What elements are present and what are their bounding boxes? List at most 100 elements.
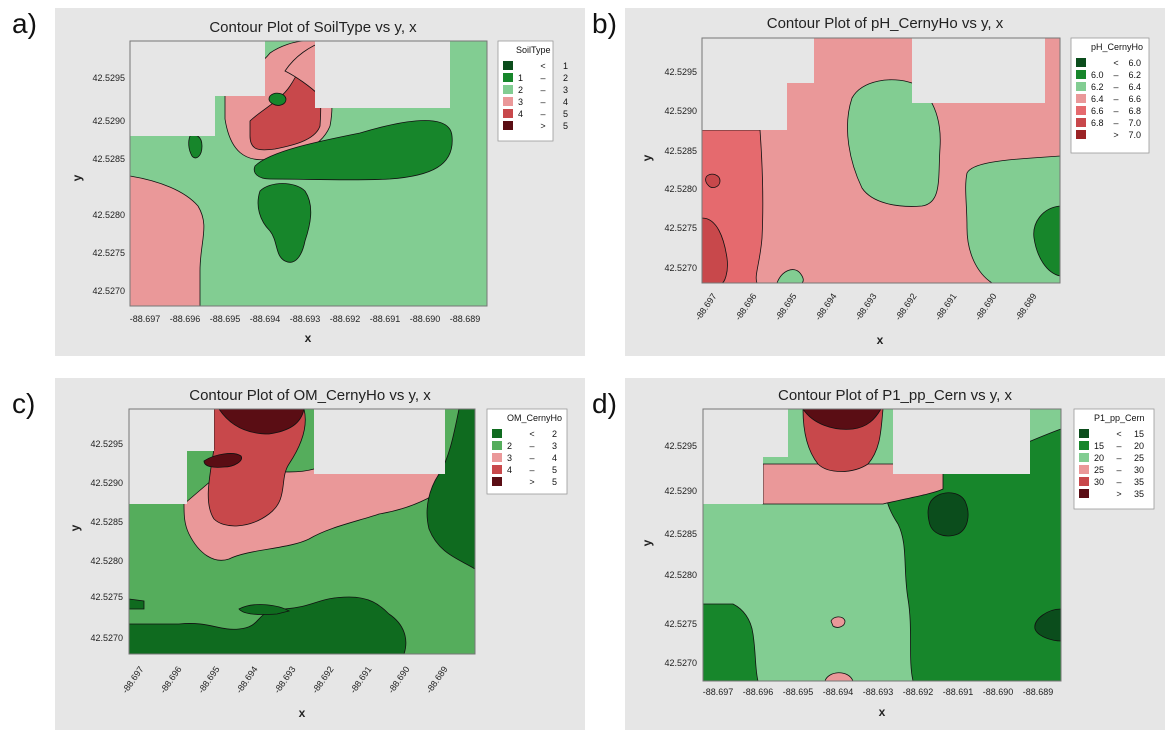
chart-title: Contour Plot of P1_pp_Cern vs y, x	[778, 387, 1013, 404]
x-tick-label: -88.690	[386, 664, 412, 695]
legend-high: 4	[563, 97, 568, 107]
legend-low: 6.8	[1091, 118, 1104, 128]
legend-operator: <	[1116, 429, 1121, 439]
x-tick-labels: -88.697 -88.696 -88.695 -88.694 -88.693 …	[693, 291, 1039, 322]
y-tick-label: 42.5290	[92, 116, 125, 126]
legend-operator: –	[1113, 118, 1118, 128]
chart-panel-soiltype: Contour Plot of SoilType vs y, x -88.697…	[55, 8, 585, 356]
legend-high: 6.8	[1128, 106, 1141, 116]
contour-region-level-6.2-6.4	[847, 79, 941, 207]
legend-title: OM_CernyHo	[507, 413, 562, 423]
legend-swatch	[1079, 477, 1089, 486]
legend-operator: –	[529, 441, 534, 451]
legend-operator: –	[529, 465, 534, 475]
legend-swatch	[1079, 465, 1089, 474]
x-tick-label: -88.690	[410, 314, 441, 324]
legend-operator: –	[540, 97, 545, 107]
legend-high: 2	[552, 429, 557, 439]
x-tick-label: -88.689	[424, 664, 450, 695]
legend-operator: –	[1116, 441, 1121, 451]
contour-region-level-6.8-7.0	[705, 173, 721, 188]
x-tick-label: -88.693	[290, 314, 321, 324]
y-axis-label: y	[70, 174, 84, 181]
legend-low: 6.2	[1091, 82, 1104, 92]
legend-high: 7.0	[1128, 118, 1141, 128]
contour-region-level-below-2	[238, 604, 291, 615]
x-tick-label: -88.695	[210, 314, 241, 324]
legend-low: 6.4	[1091, 94, 1104, 104]
legend-swatch	[503, 85, 513, 94]
legend-high: 2	[563, 73, 568, 83]
y-tick-label: 42.5280	[92, 210, 125, 220]
legend-swatch	[492, 477, 502, 486]
contour-region-level-below-2	[128, 598, 145, 610]
contour-region-level-15-20	[702, 603, 759, 682]
x-tick-label: -88.690	[973, 291, 999, 322]
legend-high: 4	[552, 453, 557, 463]
plot-area	[702, 408, 1062, 682]
contour-chart-soiltype: Contour Plot of SoilType vs y, x -88.697…	[70, 19, 568, 345]
x-tick-label: -88.697	[130, 314, 161, 324]
legend-high: 5	[552, 465, 557, 475]
contour-region-level-above-5	[203, 453, 242, 468]
legend-title: SoilType	[516, 45, 551, 55]
x-tick-label: -88.694	[234, 664, 260, 695]
legend-high: 6.4	[1128, 82, 1141, 92]
x-tick-labels: -88.697 -88.696 -88.695 -88.694 -88.693 …	[130, 314, 481, 324]
legend-swatch	[1076, 118, 1086, 127]
x-tick-label: -88.697	[120, 664, 146, 695]
legend-operator: <	[529, 429, 534, 439]
legend-operator: –	[540, 73, 545, 83]
x-tick-label: -88.693	[272, 664, 298, 695]
contour-region-level-25-30	[830, 616, 846, 628]
legend-low: 25	[1094, 465, 1104, 475]
legend-title: pH_CernyHo	[1091, 42, 1143, 52]
legend-low: 6.0	[1091, 70, 1104, 80]
legend-high: 30	[1134, 465, 1144, 475]
chart-panel-p1: Contour Plot of P1_pp_Cern vs y, x -88.6…	[625, 378, 1165, 730]
y-tick-label: 42.5295	[90, 439, 123, 449]
legend-swatch	[492, 441, 502, 450]
y-tick-label: 42.5290	[664, 106, 697, 116]
legend-swatch	[1076, 130, 1086, 139]
legend-operator: –	[540, 109, 545, 119]
contour-region-level-1-2	[268, 92, 287, 106]
legend-operator: <	[540, 61, 545, 71]
legend-operator: –	[1116, 465, 1121, 475]
contour-region-level-below-2	[426, 408, 476, 570]
legend-high: 15	[1134, 429, 1144, 439]
legend-swatch	[1079, 489, 1089, 498]
legend-swatch	[1076, 70, 1086, 79]
contour-chart-ph: Contour Plot of pH_CernyHo vs y, x -88.6…	[640, 15, 1150, 347]
contour-chart-p1: Contour Plot of P1_pp_Cern vs y, x -88.6…	[640, 387, 1155, 719]
legend-swatch	[1076, 82, 1086, 91]
legend-high: 5	[552, 477, 557, 487]
y-tick-label: 42.5280	[664, 184, 697, 194]
y-tick-label: 42.5270	[92, 286, 125, 296]
legend-low: 6.6	[1091, 106, 1104, 116]
legend-swatch	[503, 73, 513, 82]
y-tick-label: 42.5275	[92, 248, 125, 258]
missing-data-area	[215, 41, 265, 96]
y-tick-label: 42.5290	[90, 478, 123, 488]
x-axis-label: x	[299, 706, 306, 720]
y-tick-label: 42.5280	[664, 570, 697, 580]
x-tick-label: -88.689	[450, 314, 481, 324]
legend-swatch	[1076, 58, 1086, 67]
legend-operator: –	[529, 453, 534, 463]
y-tick-labels: 42.5270 42.5275 42.5280 42.5285 42.5290 …	[90, 439, 123, 643]
legend-operator: >	[1116, 489, 1121, 499]
contour-region-level-6.2-6.4	[776, 269, 804, 284]
legend-high: 7.0	[1128, 130, 1141, 140]
panel-tag-a: a)	[12, 8, 37, 39]
legend-operator: >	[529, 477, 534, 487]
chart-title: Contour Plot of pH_CernyHo vs y, x	[767, 15, 1004, 32]
chart-title: Contour Plot of SoilType vs y, x	[209, 19, 417, 36]
y-axis-label: y	[640, 539, 654, 546]
y-tick-label: 42.5290	[664, 486, 697, 496]
legend-swatch	[492, 429, 502, 438]
panel-tag-c: c)	[12, 388, 36, 419]
y-tick-label: 42.5280	[90, 556, 123, 566]
panel-tag-d: d)	[592, 388, 617, 419]
x-tick-label: -88.694	[813, 291, 839, 322]
